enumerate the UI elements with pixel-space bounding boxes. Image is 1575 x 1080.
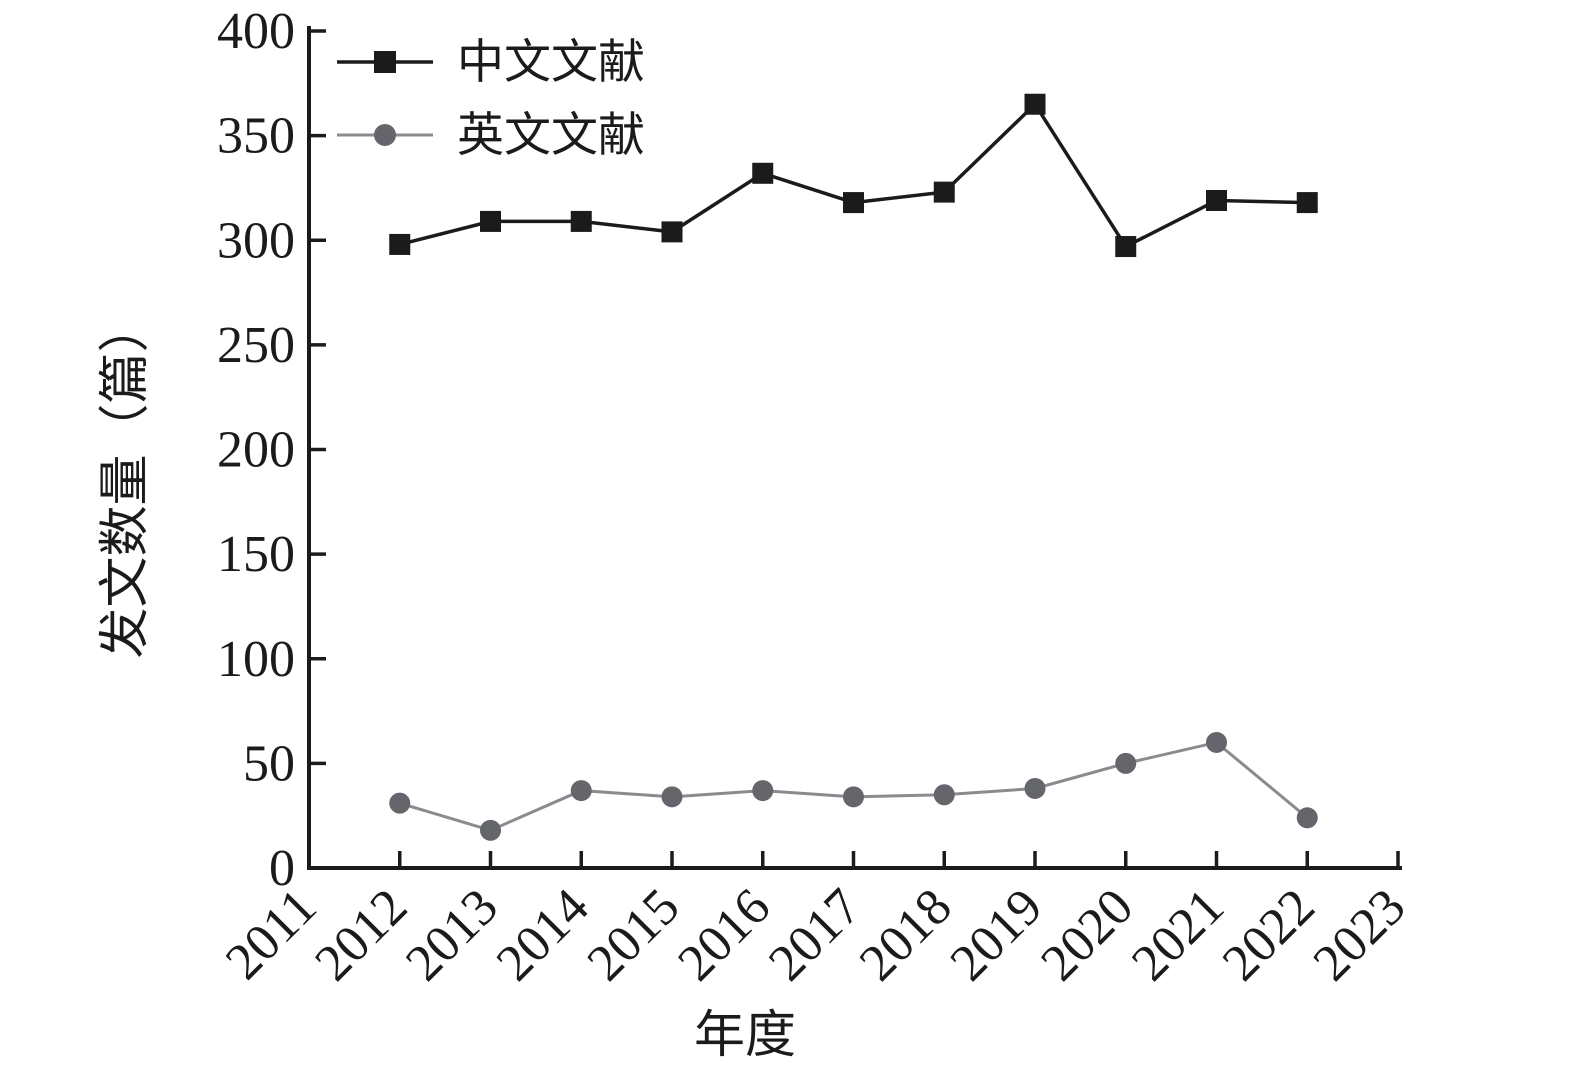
data-point-square xyxy=(843,192,864,214)
data-point-square xyxy=(1024,93,1046,115)
data-point-square xyxy=(1206,189,1227,211)
series-group xyxy=(389,93,1318,841)
data-point-circle xyxy=(752,780,774,802)
y-tick-label: 50 xyxy=(243,735,295,792)
data-point-circle xyxy=(933,784,955,806)
data-point-circle xyxy=(389,792,411,814)
x-tick-label: 2019 xyxy=(940,878,1054,992)
x-tick-label: 2021 xyxy=(1121,878,1235,992)
x-tick-label: 2022 xyxy=(1212,878,1326,992)
legend-marker-circle xyxy=(374,124,396,146)
x-tick-label: 2018 xyxy=(849,878,963,992)
x-tick-label: 2020 xyxy=(1030,878,1144,992)
data-point-circle xyxy=(1115,752,1137,774)
data-point-circle xyxy=(1296,807,1318,829)
x-tick-label: 2023 xyxy=(1303,878,1417,992)
data-point-square xyxy=(933,181,955,203)
data-point-circle xyxy=(661,786,683,808)
data-point-square xyxy=(752,162,774,184)
x-tick-label: 2016 xyxy=(667,878,781,992)
x-tick-label: 2011 xyxy=(215,878,327,990)
y-tick-label: 100 xyxy=(217,631,295,688)
data-point-square xyxy=(570,210,592,232)
data-point-square xyxy=(1296,192,1318,214)
x-tick-label: 2015 xyxy=(577,878,691,992)
y-tick-label: 300 xyxy=(217,212,295,269)
x-tick-label: 2012 xyxy=(304,878,418,992)
y-tick-label: 350 xyxy=(217,108,295,165)
data-point-square xyxy=(1115,236,1137,258)
y-tick-label: 400 xyxy=(217,3,295,60)
y-tick-label: 200 xyxy=(217,422,295,479)
data-point-square xyxy=(389,233,411,255)
x-axis-title: 年度 xyxy=(694,1008,796,1064)
x-tick-label: 2017 xyxy=(758,878,872,992)
axes-group: 0 50 100 150 200 250 300 350 400 2011201220132014… xyxy=(215,3,1416,992)
legend-label-0: 中文文献 xyxy=(457,37,645,89)
data-point-circle xyxy=(843,786,864,808)
data-point-square xyxy=(480,210,501,232)
data-point-circle xyxy=(570,780,592,802)
data-point-circle xyxy=(1024,777,1046,799)
x-tick-label: 2013 xyxy=(395,878,509,992)
y-tick-label: 150 xyxy=(217,526,295,583)
data-point-circle xyxy=(1206,731,1227,753)
x-tick-label: 2014 xyxy=(486,878,600,992)
legend-marker-square xyxy=(374,51,396,73)
y-axis-title: 发文数量（篇） xyxy=(98,301,154,658)
y-tick-label: 250 xyxy=(217,317,295,374)
data-point-circle xyxy=(480,819,501,841)
data-point-square xyxy=(661,221,683,243)
legend-label-1: 英文文献 xyxy=(457,110,645,162)
y-tick-label: 0 xyxy=(269,840,295,897)
